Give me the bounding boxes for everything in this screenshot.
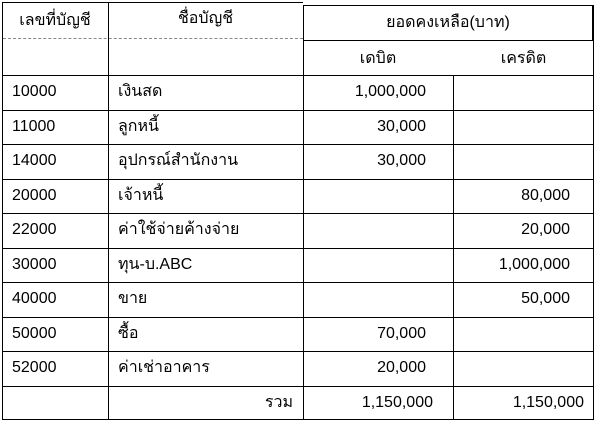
total-debit: 1,150,000 bbox=[361, 394, 433, 411]
grid-line bbox=[108, 2, 109, 420]
account-name-cell: อุปกรณ์สำนักงาน bbox=[118, 152, 238, 169]
row-divider bbox=[2, 351, 594, 352]
account-name-cell: ค่าใช้จ่ายค้างจ่าย bbox=[118, 221, 240, 238]
debit-cell bbox=[303, 213, 426, 247]
grid-line bbox=[2, 2, 3, 420]
debit-cell bbox=[303, 179, 426, 213]
debit-cell bbox=[303, 248, 426, 282]
account-no-cell: 50000 bbox=[12, 325, 57, 342]
credit-cell bbox=[453, 110, 570, 144]
account-no-cell: 30000 bbox=[12, 256, 57, 273]
grid-line bbox=[593, 5, 594, 420]
grid-line bbox=[303, 5, 304, 420]
debit-cell: 20,000 bbox=[377, 359, 426, 376]
header-debit: เดบิต bbox=[359, 50, 397, 67]
total-credit: 1,150,000 bbox=[512, 394, 584, 411]
row-divider bbox=[2, 282, 594, 283]
account-name-cell: ขาย bbox=[118, 290, 148, 307]
account-name-cell: ซื้อ bbox=[118, 325, 139, 342]
credit-cell: 80,000 bbox=[521, 187, 570, 204]
row-divider bbox=[2, 248, 594, 249]
credit-cell: 50,000 bbox=[521, 290, 570, 307]
account-name-cell: ค่าเช่าอาคาร bbox=[118, 359, 210, 376]
account-name-cell: ทุน-บ.ABC bbox=[118, 256, 193, 273]
account-no-cell: 40000 bbox=[12, 290, 57, 307]
debit-cell: 30,000 bbox=[377, 118, 426, 135]
row-divider bbox=[2, 386, 594, 387]
total-label: รวม bbox=[264, 394, 293, 411]
account-no-cell: 20000 bbox=[12, 187, 57, 204]
debit-cell: 30,000 bbox=[377, 152, 426, 169]
debit-cell bbox=[303, 282, 426, 316]
account-no-cell: 10000 bbox=[12, 83, 57, 100]
account-name-cell: เจ้าหนี้ bbox=[118, 187, 164, 204]
row-divider bbox=[2, 317, 594, 318]
account-no-cell: 11000 bbox=[12, 118, 56, 135]
row-divider bbox=[2, 144, 594, 145]
grid-line bbox=[2, 419, 594, 420]
row-divider bbox=[2, 213, 594, 214]
credit-cell: 1,000,000 bbox=[498, 256, 570, 273]
account-no-cell: 22000 bbox=[12, 221, 57, 238]
row-divider bbox=[2, 110, 594, 111]
header-account-no: เลขที่บัญชี bbox=[19, 12, 91, 29]
header-credit: เครดิต bbox=[500, 50, 547, 67]
row-divider bbox=[2, 75, 594, 76]
row-divider bbox=[2, 179, 594, 180]
header-balance: ยอดคงเหลือ(บาท) bbox=[386, 14, 510, 31]
credit-cell bbox=[453, 317, 570, 351]
grid-line bbox=[453, 75, 454, 420]
credit-cell: 20,000 bbox=[521, 221, 570, 238]
debit-cell: 1,000,000 bbox=[354, 83, 426, 100]
credit-cell bbox=[453, 144, 570, 178]
account-name-cell: ลูกหนี้ bbox=[118, 118, 159, 135]
account-name-cell: เงินสด bbox=[118, 83, 163, 100]
credit-cell bbox=[453, 75, 570, 109]
credit-cell bbox=[453, 351, 570, 385]
header-dashed-divider bbox=[3, 38, 303, 39]
table-top-border bbox=[2, 2, 303, 3]
header-account-name: ชื่อบัญชี bbox=[177, 10, 234, 27]
debit-cell: 70,000 bbox=[377, 325, 426, 342]
account-no-cell: 14000 bbox=[12, 152, 57, 169]
account-no-cell: 52000 bbox=[12, 359, 57, 376]
